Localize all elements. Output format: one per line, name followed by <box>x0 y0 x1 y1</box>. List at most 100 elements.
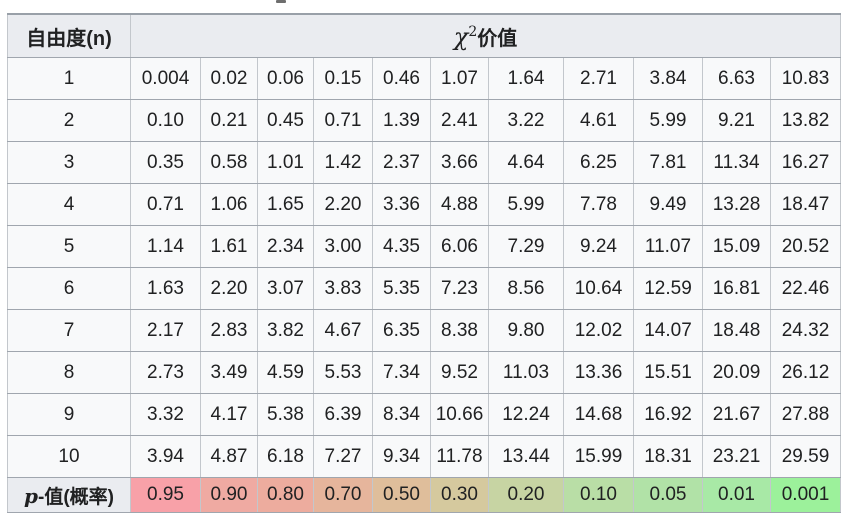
value-cell: 6.06 <box>430 225 489 268</box>
value-cell: 2.73 <box>130 351 201 394</box>
value-cell: 13.36 <box>563 351 634 394</box>
value-cell: 3.84 <box>633 57 703 100</box>
dof-cell: 1 <box>7 57 131 100</box>
value-cell: 0.10 <box>130 99 201 142</box>
value-cell: 3.32 <box>130 393 201 436</box>
value-cell: 3.36 <box>372 183 431 226</box>
p-value-cell: 0.30 <box>430 477 489 513</box>
value-cell: 12.02 <box>563 309 634 352</box>
value-cell: 0.45 <box>257 99 314 142</box>
dof-header-cell: 自由度(n) <box>7 13 131 58</box>
value-cell: 15.51 <box>633 351 703 394</box>
value-cell: 15.99 <box>563 435 634 478</box>
value-cell: 27.88 <box>769 393 842 436</box>
table-row: 3 0.35 0.58 1.01 1.42 2.37 3.66 4.64 6.25 7.81 11.… <box>7 141 842 184</box>
value-cell: 2.71 <box>563 57 634 100</box>
value-cell: 2.20 <box>313 183 373 226</box>
value-cell: 23.21 <box>702 435 771 478</box>
p-value-cell: 0.80 <box>257 477 314 513</box>
value-cell: 22.46 <box>769 267 842 310</box>
value-cell: 13.82 <box>769 99 842 142</box>
table-row: 5 1.14 1.61 2.34 3.00 4.35 6.06 7.29 9.24 11.07 15… <box>7 225 842 268</box>
dof-cell: 7 <box>7 309 131 352</box>
value-cell: 2.41 <box>430 99 489 142</box>
dof-cell: 3 <box>7 141 131 184</box>
value-cell: 4.64 <box>488 141 564 184</box>
table-row: 9 3.32 4.17 5.38 6.39 8.34 10.66 12.24 14.68 16.9… <box>7 393 842 436</box>
value-cell: 3.66 <box>430 141 489 184</box>
value-cell: 20.52 <box>769 225 842 268</box>
value-cell: 15.09 <box>702 225 771 268</box>
value-cell: 6.39 <box>313 393 373 436</box>
value-cell: 18.31 <box>633 435 703 478</box>
table-row: 6 1.63 2.20 3.07 3.83 5.35 7.23 8.56 10.64 12.59 1… <box>7 267 842 310</box>
p-value-cell: 0.001 <box>769 477 842 513</box>
value-cell: 2.34 <box>257 225 314 268</box>
dof-cell: 8 <box>7 351 131 394</box>
value-cell: 0.02 <box>200 57 258 100</box>
table-body: 1 0.004 0.02 0.06 0.15 0.46 1.07 1.64 2.71 3.84 6.… <box>7 57 842 478</box>
value-cell: 13.44 <box>488 435 564 478</box>
value-cell: 1.39 <box>372 99 431 142</box>
value-cell: 0.35 <box>130 141 201 184</box>
chi-symbol: χ2 <box>453 22 478 51</box>
value-cell: 2.37 <box>372 141 431 184</box>
value-cell: 5.53 <box>313 351 373 394</box>
value-cell: 4.61 <box>563 99 634 142</box>
p-value-cell: 0.70 <box>313 477 373 513</box>
value-cell: 8.38 <box>430 309 489 352</box>
p-value-cell: 0.50 <box>372 477 431 513</box>
value-cell: 5.35 <box>372 267 431 310</box>
value-cell: 2.17 <box>130 309 201 352</box>
value-cell: 1.64 <box>488 57 564 100</box>
p-value-row: p-值(概率) 0.95 0.90 0.80 0.70 0.50 0.30 0.20 0.10… <box>7 477 842 513</box>
value-cell: 3.07 <box>257 267 314 310</box>
value-cell: 5.38 <box>257 393 314 436</box>
value-cell: 26.12 <box>769 351 842 394</box>
dof-cell: 6 <box>7 267 131 310</box>
value-cell: 0.15 <box>313 57 373 100</box>
value-cell: 10.83 <box>769 57 842 100</box>
value-cell: 16.92 <box>633 393 703 436</box>
value-cell: 12.24 <box>488 393 564 436</box>
dof-cell: 2 <box>7 99 131 142</box>
value-cell: 16.81 <box>702 267 771 310</box>
value-cell: 11.03 <box>488 351 564 394</box>
value-cell: 6.63 <box>702 57 771 100</box>
value-cell: 0.06 <box>257 57 314 100</box>
value-cell: 10.64 <box>563 267 634 310</box>
value-cell: 11.78 <box>430 435 489 478</box>
value-cell: 9.80 <box>488 309 564 352</box>
dof-cell: 4 <box>7 183 131 226</box>
value-cell: 13.28 <box>702 183 771 226</box>
value-cell: 1.07 <box>430 57 489 100</box>
value-cell: 1.01 <box>257 141 314 184</box>
value-cell: 10.66 <box>430 393 489 436</box>
value-cell: 6.25 <box>563 141 634 184</box>
value-cell: 3.49 <box>200 351 258 394</box>
table-row: 10 3.94 4.87 6.18 7.27 9.34 11.78 13.44 15.99 18.… <box>7 435 842 478</box>
value-cell: 3.94 <box>130 435 201 478</box>
p-value-cell: 0.90 <box>200 477 258 513</box>
p-value-cell: 0.05 <box>633 477 703 513</box>
value-cell: 4.88 <box>430 183 489 226</box>
value-cell: 0.71 <box>130 183 201 226</box>
value-cell: 24.32 <box>769 309 842 352</box>
p-value-cell: 0.20 <box>488 477 564 513</box>
value-cell: 8.34 <box>372 393 431 436</box>
value-cell: 3.22 <box>488 99 564 142</box>
value-cell: 1.06 <box>200 183 258 226</box>
value-cell: 4.17 <box>200 393 258 436</box>
value-cell: 9.21 <box>702 99 771 142</box>
value-cell: 9.24 <box>563 225 634 268</box>
value-cell: 1.65 <box>257 183 314 226</box>
value-cell: 0.71 <box>313 99 373 142</box>
value-cell: 1.14 <box>130 225 201 268</box>
table-row: 2 0.10 0.21 0.45 0.71 1.39 2.41 3.22 4.61 5.99 9.2… <box>7 99 842 142</box>
value-cell: 6.35 <box>372 309 431 352</box>
value-cell: 5.99 <box>633 99 703 142</box>
value-cell: 2.83 <box>200 309 258 352</box>
value-cell: 11.07 <box>633 225 703 268</box>
p-label-rest: -值(概率) <box>38 486 114 508</box>
